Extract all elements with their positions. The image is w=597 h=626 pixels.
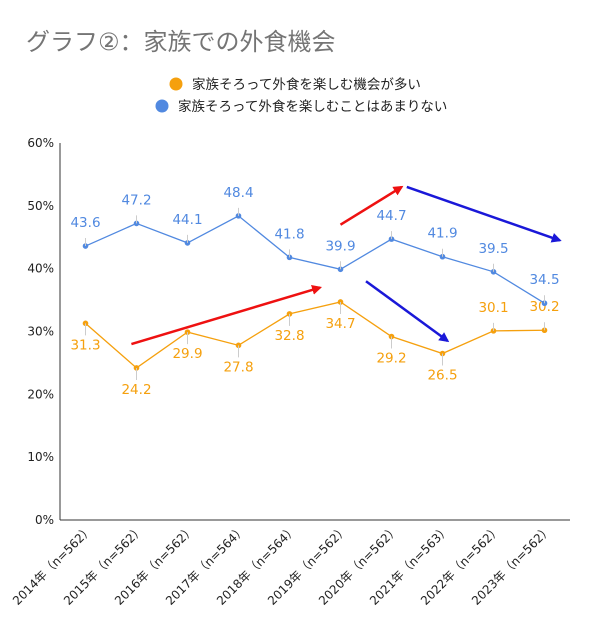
series-line-2 (85, 215, 545, 304)
data-label: 41.8 (274, 226, 304, 242)
data-label: 34.7 (325, 316, 355, 332)
red-arrow (131, 285, 323, 346)
data-label: 41.9 (427, 226, 457, 242)
data-label: 32.8 (274, 328, 304, 344)
data-label: 43.6 (70, 215, 100, 231)
blue-arrow (406, 185, 562, 243)
data-label: 39.5 (478, 241, 508, 257)
legend-label-series-2: 家族そろって外食を楽しむことはあまりない (178, 98, 447, 115)
data-label: 44.1 (172, 212, 202, 228)
data-label: 30.2 (529, 299, 559, 315)
y-tick-label: 50% (27, 199, 54, 213)
data-label: 31.3 (70, 337, 100, 353)
legend: 家族そろって外食を楽しむ機会が多い 家族そろって外食を楽しむことはあまりない (155, 76, 447, 115)
data-label: 34.5 (529, 272, 559, 288)
y-tick-label: 40% (27, 262, 54, 276)
series-line-1 (85, 301, 545, 369)
data-label: 27.8 (223, 359, 253, 375)
legend-label-series-1: 家族そろって外食を楽しむ機会が多い (192, 76, 421, 93)
blue-arrow (365, 280, 450, 343)
red-arrow (339, 185, 404, 226)
annotation-arrows (131, 185, 562, 346)
legend-marker-series-2 (155, 99, 169, 113)
data-label: 26.5 (427, 367, 457, 383)
data-label: 47.2 (121, 192, 151, 208)
data-label: 39.9 (325, 238, 355, 254)
legend-marker-series-1 (169, 77, 183, 91)
data-label: 24.2 (121, 382, 151, 398)
y-tick-label: 30% (27, 325, 54, 339)
data-point (541, 300, 548, 307)
data-label: 30.1 (478, 300, 508, 316)
y-tick-label: 60% (27, 136, 54, 150)
y-tick-label: 20% (27, 387, 54, 401)
data-label: 29.2 (376, 351, 406, 367)
data-label: 44.7 (376, 208, 406, 224)
y-tick-label: 0% (35, 513, 54, 527)
chart-title: グラフ②：家族での外食機会 (26, 28, 336, 56)
data-point (490, 328, 497, 334)
data-point (490, 269, 497, 275)
axes: 0%10%20%30%40%50%60%2014年（n=562）2015年（n=… (10, 136, 570, 608)
data-label: 29.9 (172, 346, 202, 362)
series-layer: 31.3 24.2 29.9 27.8 32.8 34.7 29.2 26.5 30.1 30.2… (70, 185, 559, 398)
data-point (337, 266, 344, 273)
y-tick-label: 10% (27, 450, 54, 464)
data-label: 48.4 (223, 185, 253, 201)
